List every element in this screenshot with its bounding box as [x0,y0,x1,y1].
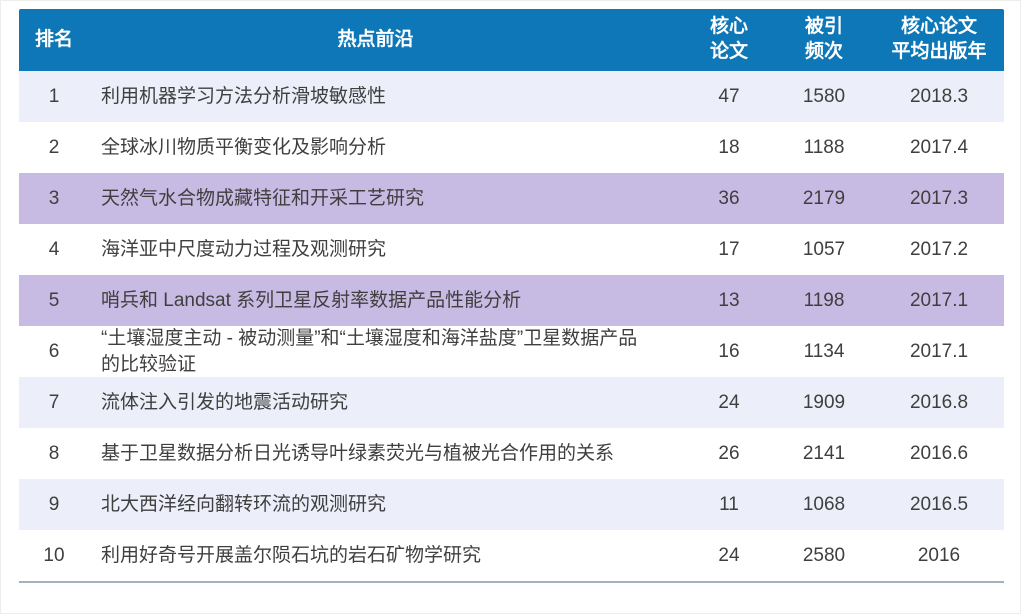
rank-cell: 2 [48,136,60,158]
rank-cell: 10 [43,544,65,566]
header-rank: 排名 [34,28,73,50]
avg-year-cell: 2016.8 [909,391,969,413]
topic-cell: 利用好奇号开展盖尔陨石坑的岩石矿物学研究 [101,544,482,566]
core-papers-cell: 11 [719,493,739,515]
topic-cell: 流体注入引发的地震活动研究 [101,391,349,413]
table-row: 10 利用好奇号开展盖尔陨石坑的岩石矿物学研究 24 2580 2016 [19,530,1004,582]
citations-cell: 1068 [802,493,846,515]
rank-cell: 5 [48,289,60,311]
table-row: 6 “土壤湿度主动 - 被动测量”和“土壤湿度和海洋盐度”卫星数据产品的比较验证… [19,326,1004,378]
avg-year-cell: 2017.2 [909,238,969,260]
table-body: 1 利用机器学习方法分析滑坡敏感性 47 1580 2018.3 2 全球冰川物… [19,71,1004,582]
topic-cell: 北大西洋经向翻转环流的观测研究 [101,493,387,515]
avg-year-cell: 2017.3 [909,187,969,209]
table-row: 4 海洋亚中尺度动力过程及观测研究 17 1057 2017.2 [19,224,1004,275]
topic-cell: 哨兵和 Landsat 系列卫星反射率数据产品性能分析 [101,289,522,311]
rank-cell: 8 [48,442,60,464]
citations-cell: 1198 [803,289,845,311]
header-core-papers: 核心 论文 [709,16,748,62]
core-papers-cell: 17 [718,238,740,260]
table-row: 7 流体注入引发的地震活动研究 24 1909 2016.8 [19,377,1004,429]
citations-cell: 2179 [802,187,846,209]
table-header-row: 排名 热点前沿 核心 论文 被引 频次 核心论文 平均出版年 [19,9,1004,71]
avg-year-cell: 2016.5 [909,493,969,515]
bottom-divider [19,581,1004,584]
topic-cell: “土壤湿度主动 - 被动测量”和“土壤湿度和海洋盐度”卫星数据产品的比较验证 [101,328,638,375]
rank-cell: 3 [48,187,60,209]
avg-year-cell: 2016 [917,544,961,566]
rank-cell: 6 [48,340,60,362]
core-papers-cell: 36 [718,187,740,209]
table-row: 3 天然气水合物成藏特征和开采工艺研究 36 2179 2017.3 [19,173,1004,224]
citations-cell: 1909 [802,391,846,413]
citations-cell: 1580 [802,85,846,107]
rank-cell: 9 [48,493,60,515]
topic-cell: 海洋亚中尺度动力过程及观测研究 [101,238,387,260]
core-papers-cell: 16 [718,340,740,362]
citations-cell: 1134 [803,340,845,362]
topic-cell: 利用机器学习方法分析滑坡敏感性 [101,85,387,107]
citations-cell: 1057 [802,238,846,260]
topic-cell: 天然气水合物成藏特征和开采工艺研究 [101,187,425,209]
core-papers-cell: 13 [718,289,740,311]
citations-cell: 1188 [803,136,845,158]
header-avg-year: 核心论文 平均出版年 [891,16,987,62]
topic-cell: 全球冰川物质平衡变化及影响分析 [101,136,387,158]
table-row: 5 哨兵和 Landsat 系列卫星反射率数据产品性能分析 13 1198 20… [19,275,1004,326]
hot-frontiers-ranking-table: 排名 热点前沿 核心 论文 被引 频次 核心论文 平均出版年 1 利用机器学习方… [19,9,1004,584]
avg-year-cell: 2018.3 [909,85,969,107]
avg-year-cell: 2017.1 [909,340,969,362]
core-papers-cell: 24 [718,391,740,413]
avg-year-cell: 2017.1 [909,289,969,311]
rank-cell: 4 [48,238,60,260]
table-row: 2 全球冰川物质平衡变化及影响分析 18 1188 2017.4 [19,122,1004,173]
table-row: 8 基于卫星数据分析日光诱导叶绿素荧光与植被光合作用的关系 26 2141 20… [19,428,1004,480]
core-papers-cell: 18 [718,136,740,158]
core-papers-cell: 47 [718,85,740,107]
avg-year-cell: 2017.4 [909,136,969,158]
table-row: 9 北大西洋经向翻转环流的观测研究 11 1068 2016.5 [19,479,1004,531]
rank-cell: 1 [48,85,60,107]
header-topic: 热点前沿 [337,28,414,50]
citations-cell: 2141 [802,442,846,464]
rank-cell: 7 [48,391,60,413]
core-papers-cell: 26 [718,442,740,464]
table-row: 1 利用机器学习方法分析滑坡敏感性 47 1580 2018.3 [19,71,1004,122]
avg-year-cell: 2016.6 [909,442,969,464]
citations-cell: 2580 [802,544,846,566]
topic-cell: 基于卫星数据分析日光诱导叶绿素荧光与植被光合作用的关系 [101,442,615,464]
header-citations: 被引 频次 [804,16,843,62]
core-papers-cell: 24 [718,544,740,566]
